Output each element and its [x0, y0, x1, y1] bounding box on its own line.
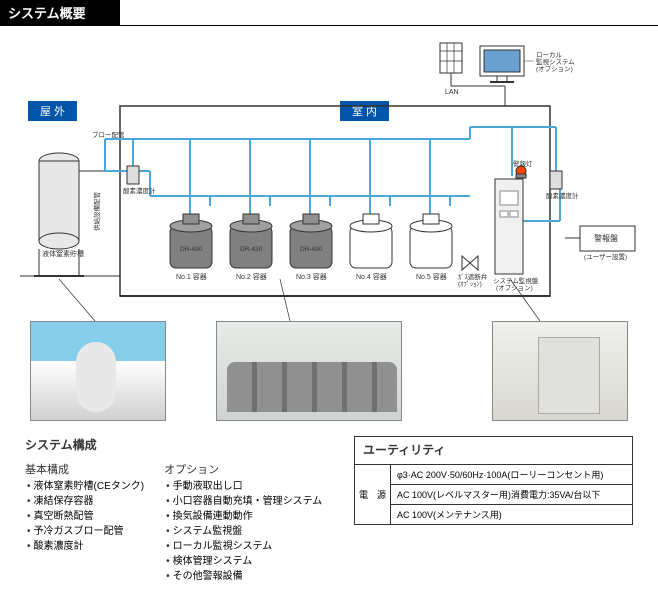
valve-l2: (ｵﾌﾟｼｮﾝ): [458, 280, 482, 288]
svg-text:DR-430: DR-430: [180, 246, 203, 253]
ce-tank-label: 液体窒素貯槽: [42, 249, 84, 258]
tank-4: No.4 容器: [350, 214, 392, 281]
basic-list: 液体窒素貯槽(CEタンク) 凍結保存容器 真空断熱配管 予冷ガスブロー配管 酸素…: [25, 479, 144, 554]
alarm-light-label: 警報灯: [513, 159, 533, 168]
option-list: 手動液取出し口 小口容器自動充填・管理システム 換気設備連動動作 システム監視盤…: [164, 479, 322, 584]
tank-5: No.5 容器: [410, 214, 452, 281]
option-item: その他警報設備: [166, 569, 322, 584]
tank-3: DR-430 No.3 容器: [290, 214, 332, 281]
photos-row: [0, 321, 658, 421]
util-row: AC 100V(メンテナンス用): [391, 505, 632, 524]
density-left: 酸素濃度計: [123, 186, 156, 195]
util-row: AC 100V(レベルマスター用)消費電力:35VA/台以下: [391, 485, 632, 505]
sys-panel-l1: システム監視盤: [493, 276, 539, 285]
option-item: 小口容器自動充填・管理システム: [166, 494, 322, 509]
photo-ce-tank: [30, 321, 166, 421]
basic-item: 真空断熱配管: [27, 509, 144, 524]
svg-text:No.4 容器: No.4 容器: [356, 272, 387, 281]
basic-item: 凍結保存容器: [27, 494, 144, 509]
local-l1: ローカル: [536, 51, 563, 59]
basic-item: 予冷ガスブロー配管: [27, 524, 144, 539]
alarm-box-sub: (ユーザー設置): [584, 252, 627, 261]
option-item: 検体管理システム: [166, 554, 322, 569]
system-diagram: 屋 外 室 内 LAN ローカル 監視システム (オプション): [0, 31, 658, 331]
basic-item: 酸素濃度計: [27, 539, 144, 554]
svg-text:DR-430: DR-430: [240, 246, 263, 253]
svg-text:No.3 容器: No.3 容器: [296, 272, 327, 281]
option-item: システム監視盤: [166, 524, 322, 539]
option-item: ローカル監視システム: [166, 539, 322, 554]
basic-heading: 基本構成: [25, 461, 144, 477]
svg-text:DR-430: DR-430: [300, 246, 323, 253]
ce-side-label: 供給設備配管: [92, 192, 101, 232]
svg-text:No.5 容器: No.5 容器: [416, 272, 447, 281]
local-l2: 監視システム: [536, 57, 575, 66]
tank-2: DR-430 No.2 容器: [230, 214, 272, 281]
section-title: システム概要: [0, 0, 120, 25]
photo-panel: [492, 321, 628, 421]
util-row: φ3·AC 200V·50/60Hz·100A(ローリーコンセント用): [391, 465, 632, 485]
svg-text:No.1 容器: No.1 容器: [176, 272, 207, 281]
option-item: 手動液取出し口: [166, 479, 322, 494]
utility-heading: ユーティリティ: [355, 437, 632, 460]
diagram-svg: LAN ローカル 監視システム (オプション) 液体窒素貯槽 供給設備配管 ブロ…: [0, 31, 658, 331]
title-row: システム概要: [0, 0, 658, 26]
option-heading: オプション: [164, 461, 322, 477]
photo-containers: [216, 321, 401, 421]
alarm-box-label: 警報盤: [594, 233, 618, 243]
local-l3: (オプション): [536, 65, 573, 73]
info-row: システム構成 基本構成 液体窒素貯槽(CEタンク) 凍結保存容器 真空断熱配管 …: [0, 421, 658, 599]
valve-l1: ｶﾞｽ遮断弁: [458, 272, 488, 281]
system-config: システム構成 基本構成 液体窒素貯槽(CEタンク) 凍結保存容器 真空断熱配管 …: [25, 436, 324, 584]
basic-item: 液体窒素貯槽(CEタンク): [27, 479, 144, 494]
option-item: 換気設備連動動作: [166, 509, 322, 524]
power-heading: 電源: [355, 465, 391, 524]
blow-pipe-label: ブロー配管: [92, 130, 125, 139]
lan-label: LAN: [445, 89, 459, 96]
config-heading: システム構成: [25, 436, 324, 453]
density-right: 酸素濃度計: [546, 191, 579, 200]
tank-1: DR-430 No.1 容器: [170, 214, 212, 281]
utility: ユーティリティ 電源 φ3·AC 200V·50/60Hz·100A(ローリーコ…: [354, 436, 633, 584]
svg-text:No.2 容器: No.2 容器: [236, 272, 267, 281]
